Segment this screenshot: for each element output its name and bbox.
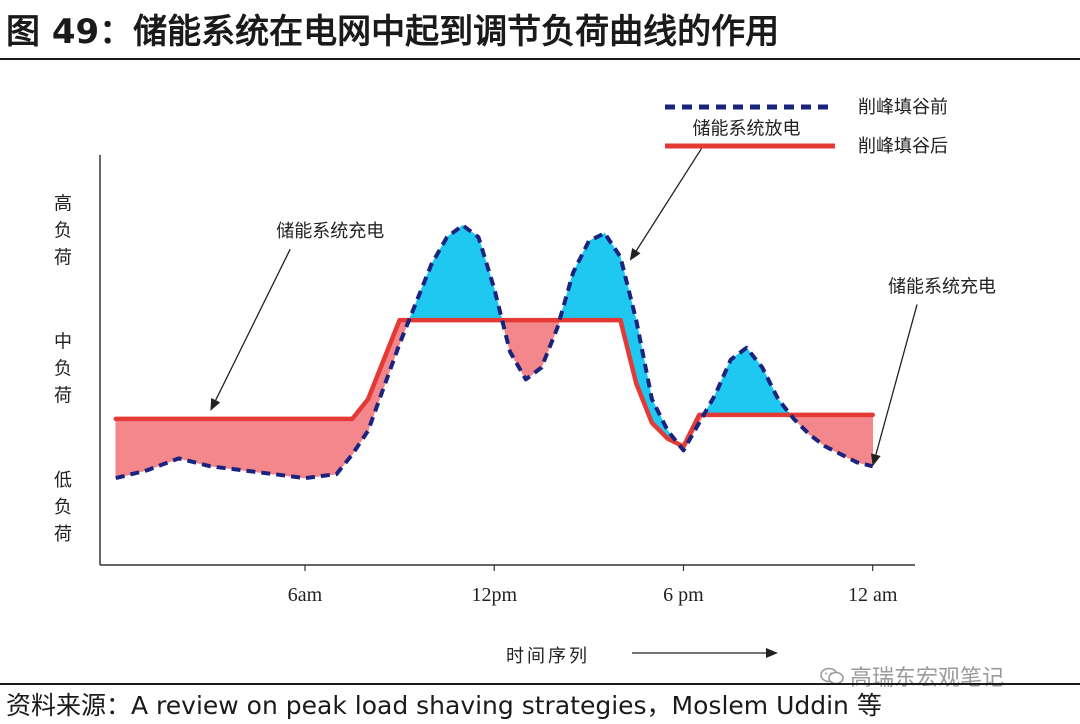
discharge-area [588, 232, 605, 321]
charge-area [304, 418, 337, 479]
series-line-after [113, 317, 875, 449]
y-tick-label: 低负荷 [54, 470, 72, 545]
charge-area [178, 418, 211, 467]
fill-regions [115, 224, 873, 479]
annotation-arrow-head [210, 398, 221, 411]
x-axis-label: 时间序列 [506, 646, 590, 667]
figure-title: 图 49：储能系统在电网中起到调节负荷曲线的作用 [6, 12, 780, 52]
watermark-text: 高瑞东宏观笔记 [850, 666, 1005, 691]
legend-label: 削峰填谷前 [858, 97, 948, 118]
watermark: 高瑞东宏观笔记 [820, 660, 1004, 692]
legend-label: 削峰填谷后 [858, 136, 948, 157]
discharge-area [572, 240, 590, 321]
discharge-area [462, 224, 479, 321]
series-lines [113, 223, 875, 481]
x-tick-label: 12pm [471, 584, 517, 606]
x-tick-label: 12 am [848, 584, 898, 606]
annotation-arrow [635, 148, 703, 252]
source-divider [0, 683, 1080, 685]
charge-area [509, 319, 527, 381]
source-note: 资料来源：A review on peak load shaving strat… [6, 691, 882, 720]
annotation-arrow [215, 248, 291, 401]
wechat-icon [820, 667, 844, 685]
series-line-before [115, 223, 874, 481]
x-tick-label: 6am [288, 584, 323, 606]
discharge-area [446, 224, 463, 321]
charge-area [210, 418, 243, 471]
discharge-area [620, 256, 637, 384]
discharge-area [430, 236, 448, 321]
annotation-arrow-head [629, 248, 641, 261]
axes [99, 155, 915, 658]
charge-area [336, 418, 353, 476]
annotation-label: 储能系统充电 [276, 221, 384, 242]
title-divider [0, 58, 1080, 60]
annotation-arrow-head [871, 453, 881, 467]
charge-area [241, 418, 274, 475]
annotation-label: 储能系统充电 [888, 276, 996, 297]
x-axis-arrow-head [766, 648, 778, 658]
x-tick-label: 6 pm [663, 584, 704, 606]
annotation-arrow [875, 304, 918, 455]
charge-area [856, 414, 873, 467]
y-tick-label: 中负荷 [54, 332, 72, 407]
discharge-area [604, 232, 621, 321]
charge-area [273, 418, 306, 479]
charge-area [115, 418, 148, 479]
chart-container: 6am 12pm 6 pm 12 am 时间序列 高负荷 中负荷 低负荷 储能系统充电 储能系统… [0, 60, 1080, 684]
y-tick-label: 高负荷 [54, 193, 72, 268]
annotation-label: 储能系统放电 [693, 118, 801, 139]
